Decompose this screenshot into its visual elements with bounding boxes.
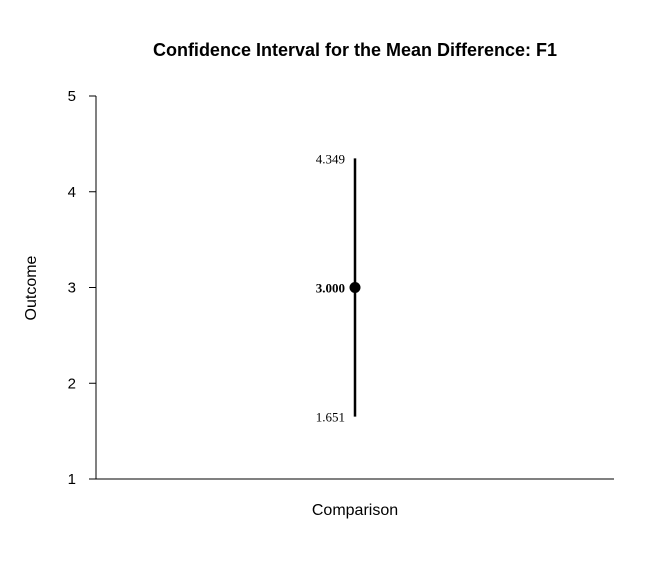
chart-title: Confidence Interval for the Mean Differe… bbox=[153, 40, 557, 60]
y-tick-label: 4 bbox=[68, 184, 76, 201]
lower-bound-label: 1.651 bbox=[316, 410, 345, 425]
y-tick-label: 1 bbox=[68, 471, 76, 488]
y-tick-label: 2 bbox=[68, 375, 76, 392]
ci-marks: 4.349 3.000 1.651 bbox=[316, 151, 361, 425]
y-ticks: 1 2 3 4 5 bbox=[68, 88, 96, 488]
mean-difference-point bbox=[349, 282, 361, 293]
x-axis-label: Comparison bbox=[312, 502, 398, 519]
y-tick-label: 5 bbox=[68, 88, 76, 105]
estimate-label: 3.000 bbox=[316, 281, 345, 296]
y-axis-label: Outcome bbox=[23, 255, 40, 320]
y-tick-label: 3 bbox=[68, 280, 76, 297]
upper-bound-label: 4.349 bbox=[316, 151, 345, 166]
